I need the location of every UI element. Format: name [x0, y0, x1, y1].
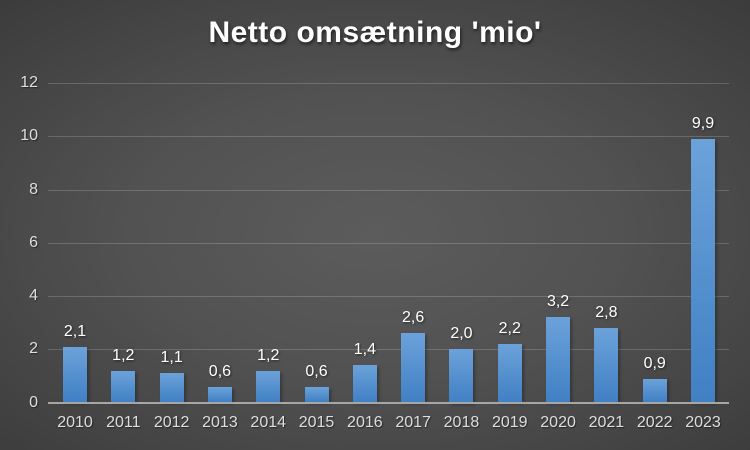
- bar-value-label: 1,2: [112, 346, 135, 364]
- gridline: [48, 136, 729, 138]
- y-axis-tick-label: 6: [29, 233, 38, 251]
- bar-value-label: 1,1: [160, 349, 183, 367]
- gridline: [48, 83, 729, 84]
- bar-value-label: 0,9: [643, 354, 666, 372]
- bar-value-label: 0,6: [305, 362, 328, 380]
- chart-title: Netto omsætning 'mio': [208, 16, 542, 49]
- x-axis-label: 2011: [106, 414, 141, 431]
- x-axis-label: 2017: [395, 414, 431, 431]
- bar-2010: [63, 346, 87, 403]
- x-axis-line: [48, 401, 729, 404]
- bar-value-label: 0,6: [208, 362, 232, 380]
- bar-2011: [111, 370, 136, 403]
- bar-value-label: 2,8: [595, 303, 618, 321]
- gridline: [48, 242, 729, 244]
- x-axis-label: 2010: [57, 414, 93, 431]
- bar-2017: [401, 333, 426, 403]
- bar-value-label: 1,4: [353, 341, 376, 359]
- bar-2023: [691, 138, 715, 403]
- bar-2021: [594, 327, 619, 403]
- x-axis-label: 2014: [250, 414, 287, 431]
- bar-value-label: 1,2: [257, 346, 280, 364]
- y-axis-tick-label: 2: [29, 340, 38, 358]
- x-axis-label: 2012: [153, 414, 190, 431]
- x-axis-label: 2019: [491, 414, 528, 431]
- bar-2015: [304, 386, 329, 403]
- bar-2020: [546, 317, 571, 403]
- x-axis-label: 2020: [540, 414, 576, 431]
- bar-value-label: 2,0: [450, 325, 473, 343]
- y-axis-tick-label: 0: [29, 393, 38, 411]
- x-axis-label: 2016: [347, 414, 383, 431]
- bar-value-label: 2,6: [402, 309, 425, 327]
- gridline: [48, 296, 729, 297]
- x-axis-label: 2021: [588, 414, 625, 431]
- bar-2012: [159, 373, 184, 403]
- x-axis-label: 2015: [298, 414, 335, 431]
- bar-2014: [256, 370, 281, 403]
- bar-2019: [497, 343, 522, 403]
- y-axis-tick-label: 12: [20, 74, 38, 91]
- y-axis-tick-label: 8: [29, 180, 38, 198]
- x-axis-label: 2018: [443, 414, 480, 431]
- x-axis-label: 2013: [202, 414, 238, 431]
- bar-2013: [207, 386, 232, 403]
- gridline: [48, 349, 729, 351]
- gridline: [48, 189, 729, 191]
- bar-2018: [449, 349, 474, 403]
- x-axis-label: 2022: [636, 414, 673, 431]
- y-axis-tick-label: 10: [20, 127, 38, 145]
- bar-value-label: 9,9: [691, 114, 715, 132]
- y-axis-tick-label: 4: [29, 287, 38, 304]
- x-axis-label: 2023: [685, 414, 721, 431]
- bar-value-label: 3,2: [546, 293, 570, 311]
- bar-2016: [352, 365, 377, 403]
- bar-value-label: 2,1: [63, 322, 87, 340]
- bar-value-label: 2,2: [498, 319, 521, 337]
- bar-2022: [642, 378, 667, 403]
